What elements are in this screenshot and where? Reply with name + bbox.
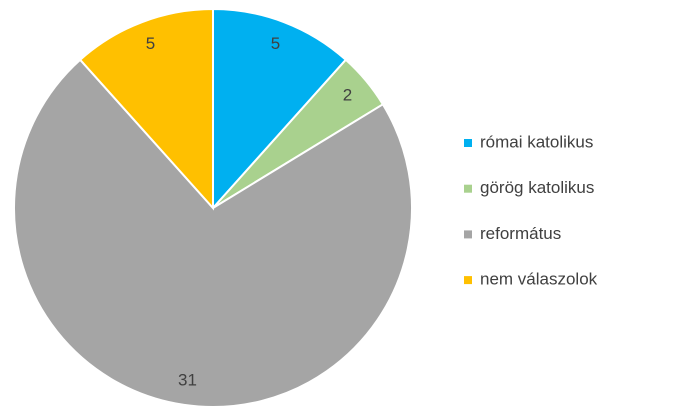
data-label: 31: [178, 371, 197, 390]
legend-swatch: [464, 184, 472, 193]
pie-slice: [78, 7, 214, 211]
pie-slice: [13, 58, 413, 407]
data-label: 2: [343, 86, 352, 105]
pie-slice: [212, 7, 348, 211]
legend-swatch: [464, 139, 472, 147]
legend-label: nem válaszolok: [480, 270, 598, 289]
legend-swatch: [464, 276, 472, 285]
data-label: 5: [146, 34, 155, 53]
legend-label: görög katolikus: [480, 178, 594, 197]
legend-label: református: [480, 224, 561, 243]
legend-swatch: [464, 230, 472, 239]
data-label: 5: [271, 34, 280, 53]
legend-label: római katolikus: [480, 132, 593, 151]
